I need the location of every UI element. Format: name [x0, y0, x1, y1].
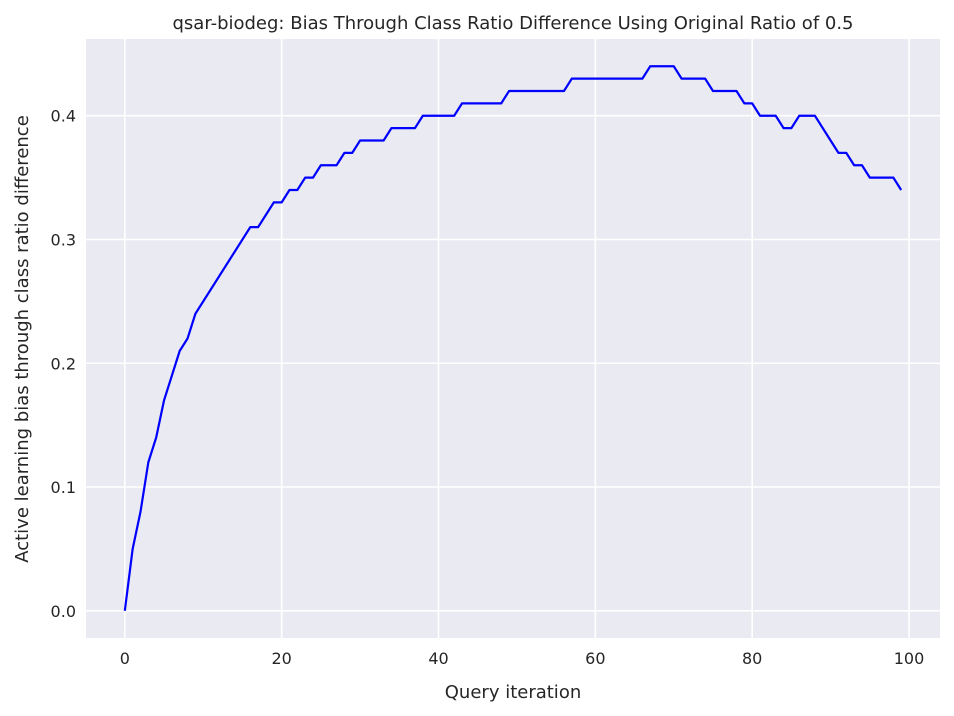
- x-axis-ticks: 0 20 40 60 80 100: [120, 649, 925, 668]
- y-tick-label: 0.2: [51, 354, 76, 373]
- x-axis-label: Query iteration: [445, 682, 581, 703]
- x-tick-label: 80: [742, 649, 762, 668]
- y-tick-label: 0.3: [51, 230, 76, 249]
- y-axis-ticks: 0.0 0.1 0.2 0.3 0.4: [51, 107, 76, 621]
- x-tick-label: 0: [120, 649, 130, 668]
- x-tick-label: 100: [894, 649, 925, 668]
- y-axis-label: Active learning bias through class ratio…: [12, 115, 33, 563]
- x-tick-label: 40: [428, 649, 448, 668]
- series-line: [123, 65, 903, 611]
- plot-area: [86, 39, 940, 638]
- x-tick-label: 60: [585, 649, 605, 668]
- y-tick-label: 0.0: [51, 602, 76, 621]
- chart-title: qsar-biodeg: Bias Through Class Ratio Di…: [172, 13, 853, 34]
- y-tick-label: 0.1: [51, 478, 76, 497]
- grid-lines: [86, 39, 940, 638]
- y-tick-label: 0.4: [51, 107, 76, 126]
- x-tick-label: 20: [271, 649, 291, 668]
- series-lines: [123, 65, 903, 611]
